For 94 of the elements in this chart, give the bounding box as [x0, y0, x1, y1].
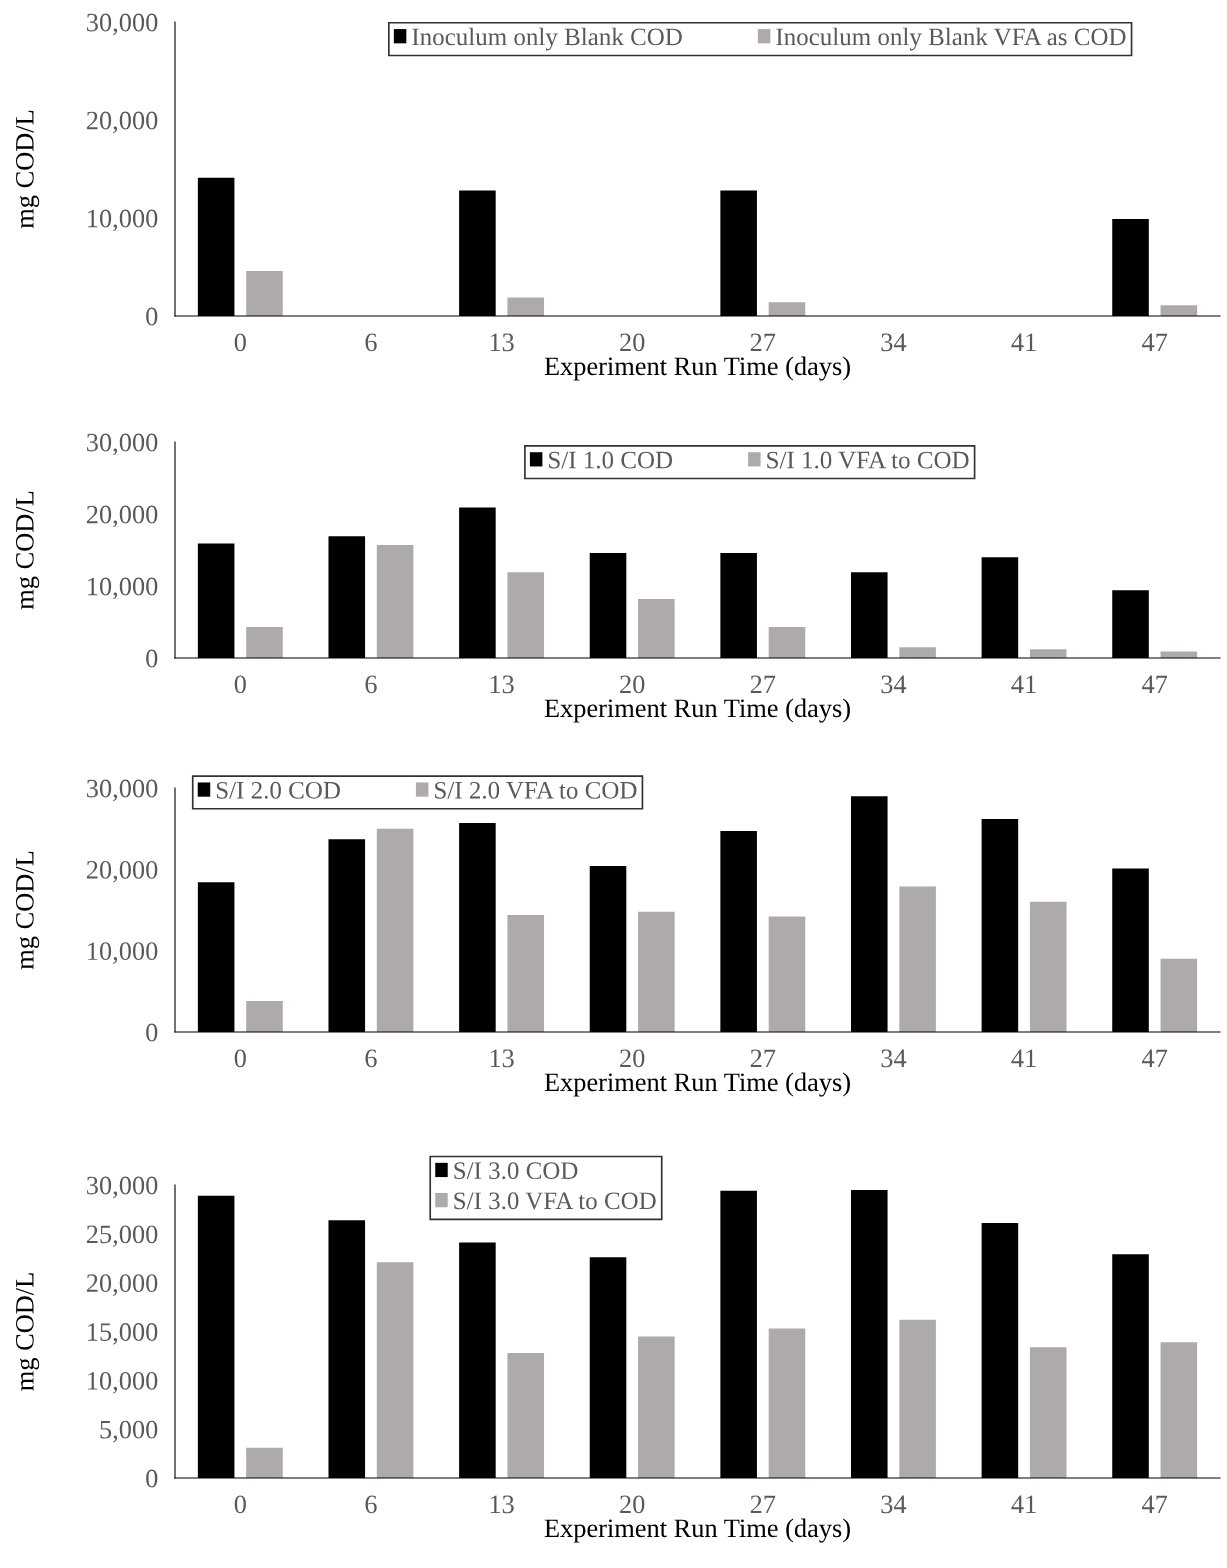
y-tick-label: 15,000 — [88, 1323, 158, 1345]
x-tick-label: 13 — [490, 333, 514, 352]
y-tick-label: 20,000 — [86, 860, 158, 883]
x-axis-title: Experiment Run Time (days) — [544, 1518, 850, 1543]
x-tick-label: 27 — [750, 333, 776, 351]
y-tick-label: 10,000 — [88, 942, 158, 964]
y-tick-label: 10,000 — [88, 209, 158, 232]
bar — [899, 1319, 936, 1478]
x-tick-label: 34 — [881, 1495, 907, 1514]
x-tick-label: 13 — [490, 675, 514, 694]
bar — [1029, 901, 1067, 1032]
y-tick-label: 25,000 — [86, 1225, 158, 1248]
x-tick-label: 6 — [365, 333, 377, 352]
bar — [638, 911, 675, 1032]
y-tick-label: 30,000 — [87, 13, 158, 36]
x-tick-label: 41 — [1011, 333, 1036, 351]
x-tick-label: 27 — [750, 1049, 776, 1067]
bar — [899, 647, 936, 658]
bar — [376, 1262, 414, 1478]
y-tick-label: 0 — [146, 1469, 158, 1488]
x-tick-label: 0 — [234, 333, 246, 352]
bar — [768, 916, 806, 1032]
x-tick-label: 47 — [1142, 333, 1168, 351]
y-tick-label: 10,000 — [88, 1371, 158, 1394]
bar — [376, 828, 414, 1032]
bar — [1029, 649, 1067, 658]
x-tick-label: 41 — [1011, 1049, 1036, 1067]
legend-label: S/I 3.0 VFA to COD — [454, 1192, 656, 1210]
legend-label: Inoculum only Blank COD — [412, 27, 682, 51]
x-tick-label: 47 — [1142, 1049, 1168, 1067]
bar — [768, 1328, 806, 1478]
x-tick-label: 6 — [365, 1049, 377, 1068]
bar — [1160, 305, 1198, 316]
x-axis-title: Experiment Run Time (days) — [544, 698, 850, 723]
y-tick-label: 30,000 — [87, 779, 158, 802]
bar — [507, 297, 545, 316]
x-tick-label: 0 — [234, 1049, 246, 1068]
y-axis-title: mg COD/L — [15, 110, 40, 229]
y-axis-title: mg COD/L — [15, 1273, 40, 1391]
bar — [768, 302, 806, 316]
y-tick-label: 20,000 — [86, 111, 158, 134]
y-tick-label: 30,000 — [87, 433, 158, 456]
x-tick-label: 20 — [620, 1495, 645, 1514]
legend-label: S/I 3.0 COD — [454, 1162, 578, 1180]
y-tick-label: 20,000 — [86, 505, 158, 528]
x-axis-title: Experiment Run Time (days) — [544, 356, 850, 381]
bar — [1029, 1347, 1067, 1478]
x-tick-label: 34 — [881, 333, 907, 352]
y-tick-label: 10,000 — [88, 577, 158, 600]
x-tick-label: 13 — [490, 1495, 514, 1514]
bar — [246, 1001, 283, 1032]
bar — [1160, 1342, 1198, 1478]
x-tick-label: 13 — [490, 1049, 514, 1068]
y-tick-label: 0 — [146, 649, 158, 668]
bar — [507, 572, 545, 658]
x-tick-label: 6 — [365, 675, 377, 694]
y-tick-label: 0 — [146, 307, 158, 326]
bar — [376, 544, 414, 658]
x-tick-label: 41 — [1011, 1495, 1036, 1513]
x-tick-label: 0 — [234, 1495, 246, 1514]
bar — [246, 270, 283, 316]
bar — [246, 1447, 283, 1478]
x-tick-label: 34 — [881, 1049, 907, 1068]
x-tick-label: 41 — [1011, 675, 1036, 693]
x-tick-label: 0 — [234, 675, 246, 694]
legend-label: Inoculum only Blank VFA as COD — [776, 27, 1126, 51]
y-tick-label: 5,000 — [100, 1420, 158, 1443]
x-tick-label: 6 — [365, 1495, 377, 1514]
y-tick-label: 30,000 — [87, 1176, 158, 1199]
bar — [1160, 958, 1198, 1032]
legend-label: S/I 2.0 COD — [216, 781, 340, 799]
y-axis-title: mg COD/L — [15, 851, 40, 970]
bar — [638, 598, 675, 658]
x-tick-label: 20 — [620, 333, 645, 352]
legend-label: S/I 2.0 VFA to COD — [435, 781, 637, 799]
y-tick-label: 20,000 — [86, 1274, 158, 1296]
x-tick-label: 27 — [750, 675, 776, 693]
y-axis-title: mg COD/L — [15, 491, 40, 610]
bar — [899, 886, 936, 1032]
bar — [507, 914, 545, 1032]
bar — [638, 1336, 675, 1478]
bar — [246, 627, 283, 658]
x-axis-title: Experiment Run Time (days) — [544, 1072, 850, 1097]
legend-label: S/I 1.0 VFA to COD — [767, 451, 969, 469]
legend-label: S/I 1.0 COD — [549, 451, 673, 469]
y-tick-label: 0 — [146, 1023, 158, 1042]
x-tick-label: 47 — [1142, 675, 1168, 693]
x-tick-label: 34 — [881, 675, 907, 694]
bar — [507, 1352, 545, 1478]
x-tick-label: 20 — [620, 675, 645, 694]
x-tick-label: 47 — [1142, 1495, 1168, 1513]
bar — [768, 627, 806, 658]
x-tick-label: 27 — [750, 1495, 776, 1513]
x-tick-label: 20 — [620, 1049, 645, 1068]
